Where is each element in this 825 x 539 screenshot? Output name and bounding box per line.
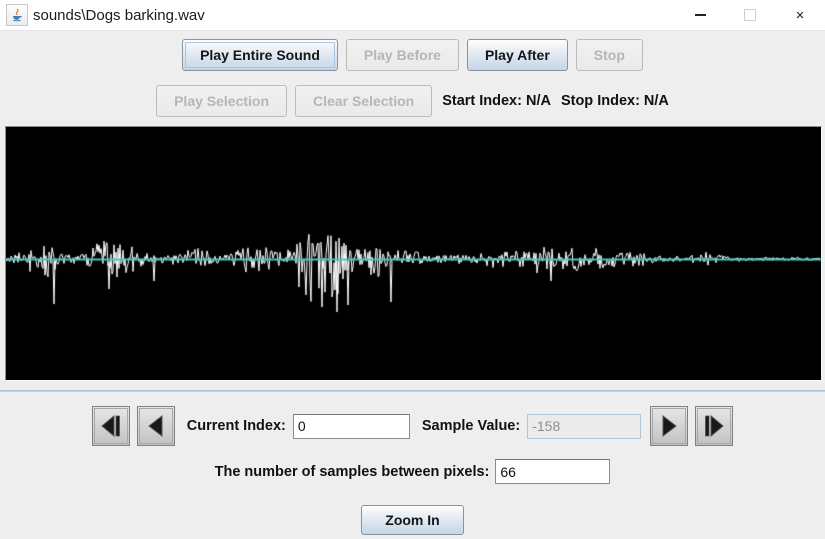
waveform-panel[interactable] (5, 126, 822, 381)
sample-value-label: Sample Value: (421, 418, 521, 434)
panel-divider (0, 390, 825, 392)
step-forward-button[interactable] (650, 406, 689, 446)
samples-row: The number of samples between pixels: (0, 459, 825, 484)
window-controls: × (675, 0, 825, 30)
close-button[interactable]: × (775, 0, 825, 30)
sample-value-field (527, 413, 642, 439)
minimize-icon (694, 14, 706, 16)
index-navigation: Current Index: Sample Value: (0, 406, 825, 446)
stop-index-label: Stop Index: N/A (560, 93, 669, 109)
selection-toolbar: Play Selection Clear Selection Start Ind… (0, 71, 825, 117)
waveform-display[interactable] (6, 127, 821, 380)
play-after-button[interactable]: Play After (466, 39, 568, 71)
close-icon: × (795, 6, 805, 24)
window-title: sounds\Dogs barking.wav (33, 6, 205, 24)
selection-status: Start Index: N/A Stop Index: N/A (442, 93, 669, 109)
samples-between-pixels-input[interactable] (495, 459, 611, 484)
play-selection-button: Play Selection (156, 85, 288, 117)
maximize-button (725, 0, 775, 30)
title-bar: sounds\Dogs barking.wav × (0, 0, 825, 31)
start-index-label: Start Index: N/A (442, 93, 551, 109)
samples-between-pixels-label: The number of samples between pixels: (214, 463, 490, 480)
skip-to-start-button[interactable] (91, 406, 130, 446)
skip-to-start-icon (101, 414, 120, 438)
stop-button: Stop (575, 39, 643, 71)
step-back-icon (147, 414, 163, 438)
java-icon (6, 4, 28, 26)
play-entire-sound-button[interactable]: Play Entire Sound (182, 39, 338, 71)
skip-to-end-icon (705, 414, 724, 438)
zoom-in-button[interactable]: Zoom In (361, 505, 464, 535)
maximize-icon (744, 9, 756, 21)
step-forward-icon (662, 414, 678, 438)
minimize-button[interactable] (675, 0, 725, 30)
step-back-button[interactable] (136, 406, 175, 446)
current-index-label: Current Index: (186, 418, 286, 434)
play-before-button: Play Before (345, 39, 459, 71)
zoom-row: Zoom In (0, 505, 825, 535)
current-index-input[interactable] (292, 413, 410, 439)
playback-toolbar: Play Entire Sound Play Before Play After… (0, 31, 825, 71)
skip-to-end-button[interactable] (695, 406, 734, 446)
clear-selection-button: Clear Selection (295, 85, 433, 117)
